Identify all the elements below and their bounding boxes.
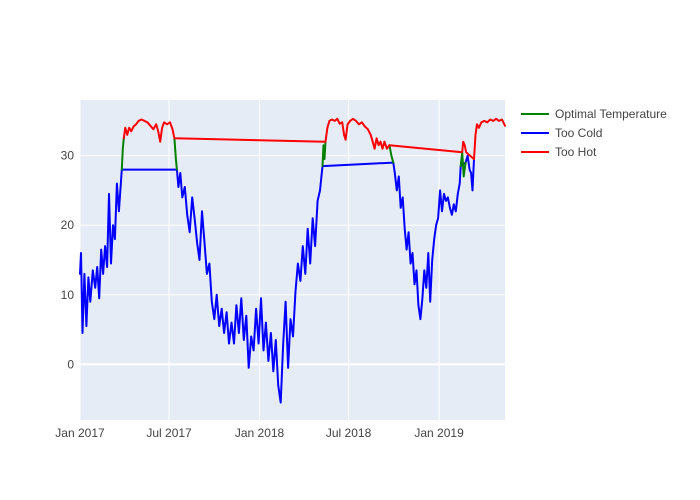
x-tick-label: Jul 2018 [326, 426, 372, 440]
legend-item-too-cold[interactable]: Too Cold [521, 126, 602, 140]
x-axis: Jan 2017 Jul 2017 Jan 2018 Jul 2018 Jan 2019 [55, 426, 464, 440]
y-tick-label: 10 [61, 288, 75, 302]
legend-label: Too Cold [555, 126, 602, 140]
x-gridlines [79, 100, 440, 420]
plot-area [80, 100, 505, 420]
series-line-optimal-temperature [388, 144, 395, 164]
x-tick-label: Jul 2017 [146, 426, 192, 440]
x-tick-label: Jan 2018 [235, 426, 285, 440]
x-tick-label: Jan 2017 [55, 426, 105, 440]
y-tick-label: 20 [61, 218, 75, 232]
legend[interactable]: Optimal Temperature Too Cold Too Hot [521, 107, 667, 159]
y-tick-label: 30 [61, 149, 75, 163]
legend-label: Too Hot [555, 145, 597, 159]
series-lines [79, 117, 506, 404]
series-line-optimal-temperature [173, 137, 178, 171]
legend-item-too-hot[interactable]: Too Hot [521, 145, 597, 159]
y-axis: 0 10 20 30 [61, 149, 75, 372]
y-gridlines [80, 155, 505, 366]
x-tick-label: Jan 2019 [414, 426, 464, 440]
series-line-too-hot [122, 117, 506, 161]
y-tick-label: 0 [67, 357, 74, 371]
legend-label: Optimal Temperature [555, 107, 667, 121]
legend-item-optimal-temperature[interactable]: Optimal Temperature [521, 107, 667, 121]
series-line-optimal-temperature [321, 140, 327, 168]
series-line-optimal-temperature [459, 151, 467, 178]
series-line-too-cold [79, 154, 475, 404]
series-line-optimal-temperature [120, 137, 125, 171]
